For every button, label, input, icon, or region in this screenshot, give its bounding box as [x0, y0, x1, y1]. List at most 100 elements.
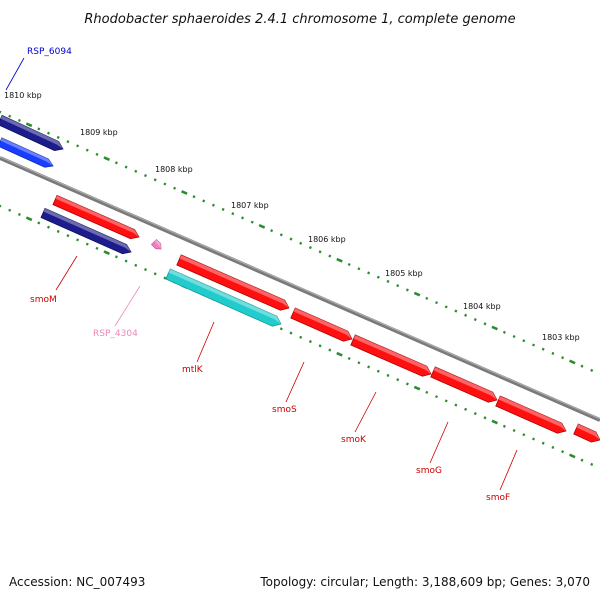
inner-ruler-minor-tick [376, 369, 380, 373]
inner-ruler-minor-tick [357, 361, 361, 365]
leader-line [354, 391, 377, 433]
inner-ruler-minor-tick [114, 255, 118, 259]
inner-ruler-minor-tick [522, 433, 526, 437]
inner-ruler-minor-tick [124, 259, 128, 263]
inner-ruler-minor-tick [66, 234, 70, 238]
inner-ruler-minor-tick [347, 356, 351, 361]
leader-line [196, 321, 215, 363]
gene-label[interactable]: smoG [416, 466, 442, 476]
kbp-label: 1805 kbp [385, 269, 423, 278]
inner-ruler-minor-tick [435, 395, 438, 399]
inner-ruler-major-tick [25, 216, 33, 222]
outer-ruler-minor-tick [163, 182, 167, 186]
outer-ruler-minor-tick [221, 207, 225, 211]
outer-ruler-minor-tick [279, 233, 283, 237]
outer-ruler-major-tick [25, 122, 33, 128]
gene-feature-rsp4304[interactable] [150, 238, 162, 250]
inner-ruler-minor-tick [551, 445, 555, 449]
gene-feature-rsp6094[interactable] [0, 137, 54, 168]
inner-ruler-minor-tick [134, 263, 138, 267]
outer-ruler-minor-tick [173, 186, 177, 190]
inner-ruler-major-tick [569, 453, 576, 459]
outer-ruler-minor-tick [318, 250, 322, 254]
gene-label[interactable]: RSP_6094 [27, 47, 72, 57]
inner-ruler-minor-tick [425, 390, 429, 394]
outer-ruler-minor-tick [299, 241, 303, 245]
leader-line [499, 449, 518, 491]
outer-ruler-major-tick [336, 257, 343, 263]
gene-label[interactable]: RSP_4304 [93, 329, 138, 339]
inner-ruler-minor-tick [47, 225, 50, 229]
gene-feature-navy[interactable] [0, 114, 64, 152]
outer-ruler-minor-tick [134, 169, 138, 173]
outer-ruler-minor-tick [328, 254, 332, 258]
inner-ruler-minor-tick [405, 382, 409, 386]
outer-ruler-minor-tick [502, 330, 506, 334]
gene-feature-next[interactable] [573, 423, 600, 443]
outer-ruler-major-tick [103, 156, 110, 161]
inner-ruler-minor-tick [153, 272, 157, 276]
outer-ruler-minor-tick [541, 347, 545, 351]
inner-ruler-minor-tick [454, 403, 458, 407]
outer-ruler-minor-tick [376, 275, 380, 279]
outer-ruler-minor-tick [405, 288, 409, 292]
inner-ruler-major-tick [413, 385, 421, 391]
inner-ruler-minor-tick [464, 407, 468, 411]
gene-label[interactable]: smoM [30, 295, 57, 305]
gene-feature-navy-2[interactable] [40, 207, 132, 255]
outer-ruler-minor-tick [386, 279, 390, 283]
outer-ruler-minor-tick [464, 313, 468, 317]
inner-ruler-minor-tick [386, 373, 390, 377]
inner-ruler-minor-tick [541, 441, 545, 445]
inner-ruler-minor-tick [444, 399, 448, 403]
outer-ruler-minor-tick [250, 220, 254, 224]
inner-ruler-minor-tick [289, 331, 293, 335]
gene-label[interactable]: smoS [272, 405, 297, 415]
outer-ruler-minor-tick [454, 309, 458, 313]
inner-ruler-minor-tick [279, 327, 283, 331]
gene-feature-mtlk[interactable] [176, 254, 290, 311]
outer-ruler-minor-tick [551, 351, 555, 355]
gene-feature-smof[interactable] [495, 395, 567, 434]
gene-label[interactable]: smoF [486, 493, 510, 503]
outer-ruler-minor-tick [114, 161, 118, 165]
inner-ruler-minor-tick [512, 428, 516, 433]
leader-line [114, 285, 141, 327]
outer-ruler-minor-tick [444, 305, 448, 309]
outer-ruler-minor-tick [144, 174, 147, 178]
inner-ruler-minor-tick [367, 365, 371, 369]
outer-ruler-major-tick [258, 223, 266, 229]
gene-feature-smok[interactable] [350, 334, 432, 377]
outer-ruler-minor-tick [47, 131, 50, 135]
outer-ruler-minor-tick [241, 216, 244, 220]
kbp-label: 1808 kbp [155, 165, 193, 174]
inner-ruler-minor-tick [561, 450, 565, 454]
inner-ruler-major-tick [491, 419, 498, 425]
gene-label[interactable]: smoK [341, 435, 367, 445]
inner-ruler-minor-tick [163, 276, 167, 280]
kbp-label: 1806 kbp [308, 235, 346, 244]
outer-ruler-minor-tick [435, 301, 438, 305]
inner-ruler-major-tick [336, 351, 343, 357]
outer-ruler-minor-tick [367, 271, 371, 275]
gene-feature-cyan[interactable] [165, 268, 282, 327]
outer-ruler-minor-tick [37, 127, 41, 131]
outer-ruler-minor-tick [522, 339, 526, 343]
gene-feature-smos[interactable] [290, 307, 353, 342]
kbp-label: 1809 kbp [80, 128, 118, 137]
leader-line [285, 361, 305, 403]
inner-ruler-minor-tick [473, 412, 477, 416]
outer-ruler-minor-tick [270, 229, 274, 233]
accession-text: Accession: NC_007493 [9, 575, 146, 589]
inner-ruler-minor-tick [17, 212, 21, 217]
inner-ruler-major-tick [103, 250, 110, 255]
outer-ruler-minor-tick [124, 165, 128, 169]
outer-ruler-minor-tick [590, 368, 594, 372]
gene-feature-smog[interactable] [430, 366, 498, 403]
gene-feature-smom[interactable] [52, 194, 140, 240]
gene-label[interactable]: mtlK [182, 365, 204, 375]
tick-layer [0, 110, 594, 466]
inner-ruler-minor-tick [95, 246, 99, 250]
inner-ruler-minor-tick [318, 344, 322, 348]
